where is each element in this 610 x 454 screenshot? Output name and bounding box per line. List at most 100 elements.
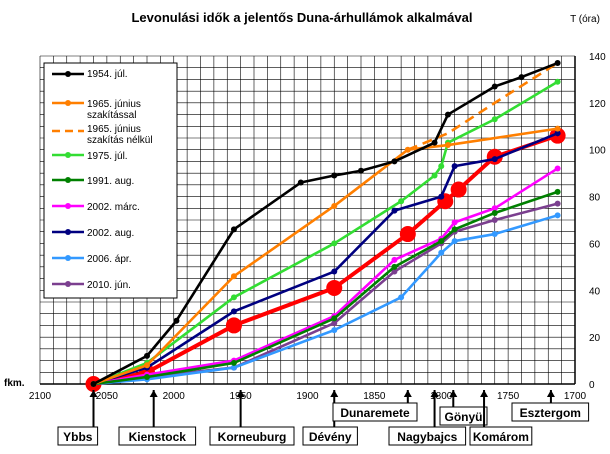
- x-tick-label: 1900: [296, 391, 319, 402]
- data-point: [297, 179, 304, 186]
- legend-entry-line: 1975. júl.: [87, 151, 128, 162]
- data-point: [491, 217, 498, 223]
- data-point: [451, 238, 458, 245]
- data-point: [554, 200, 561, 207]
- data-point: [518, 74, 525, 81]
- y-tick-label: 120: [589, 99, 606, 110]
- y-tick-label: 80: [589, 193, 601, 204]
- station-label-box: [332, 402, 418, 422]
- station-marker-arrow: [546, 390, 555, 397]
- station-marker-arrow: [430, 390, 439, 397]
- data-point: [90, 381, 97, 387]
- y-tick-label: 0: [589, 380, 595, 391]
- data-point: [451, 163, 458, 170]
- x-axis-ticks: 210020502000195019001850180017501700: [29, 391, 587, 402]
- station-label: Dévény: [309, 430, 352, 444]
- series-line: [93, 80, 559, 386]
- legend-entry: 1965. június szakítással: [87, 99, 141, 121]
- y-axis-ticks: 0 20 40 60 80 100 120 140: [589, 52, 606, 391]
- y-tick-label: 40: [589, 286, 601, 297]
- data-point: [391, 207, 398, 214]
- station-label: Nagybajcs: [397, 430, 457, 444]
- data-point: [554, 130, 561, 137]
- legend-entry-line: 1954. júl.: [87, 69, 128, 80]
- legend-swatch-marker: [65, 281, 71, 287]
- station-marker-arrow: [236, 390, 245, 397]
- y-tick-label: 20: [589, 333, 601, 344]
- legend-entry-line: 2010. jún.: [87, 280, 131, 291]
- legend-entry-line: szakítással: [87, 110, 136, 121]
- data-point: [491, 231, 498, 238]
- data-point: [450, 181, 467, 198]
- station-label: Korneuburg: [218, 430, 287, 444]
- data-point: [391, 158, 398, 165]
- station-label: Kienstock: [129, 430, 187, 444]
- station-label-box: [302, 426, 358, 446]
- station-marker-arrow: [89, 390, 98, 397]
- data-point: [438, 249, 445, 256]
- data-point: [491, 83, 498, 90]
- x-axis-label: fkm.: [4, 378, 25, 389]
- y-tick-label: 100: [589, 146, 606, 157]
- data-point: [144, 362, 150, 369]
- data-point: [331, 320, 338, 327]
- legend-entry-line: 1965. június: [87, 124, 141, 135]
- data-point: [173, 317, 180, 324]
- station-label-box: [388, 426, 467, 446]
- data-point: [331, 202, 338, 209]
- legend-swatch-marker: [65, 255, 71, 261]
- data-point: [144, 352, 150, 359]
- data-point: [399, 226, 416, 243]
- data-point: [331, 172, 338, 179]
- data-point: [554, 212, 561, 219]
- station-label-box: [57, 426, 99, 446]
- station-marker-arrow: [449, 390, 458, 397]
- data-point: [230, 359, 237, 366]
- station-label-box: [511, 402, 590, 422]
- data-point: [398, 294, 405, 301]
- legend-swatch-marker: [65, 100, 71, 106]
- data-point: [230, 226, 237, 233]
- legend-swatch-marker: [65, 177, 71, 183]
- x-tick-label: 2050: [96, 391, 119, 402]
- data-point: [438, 163, 445, 170]
- data-point: [391, 263, 398, 270]
- y-tick-label: 60: [589, 239, 601, 250]
- station-label: Esztergom: [520, 406, 581, 420]
- station-label: Komárom: [473, 430, 529, 444]
- legend-entry: 1991. aug.: [87, 176, 134, 187]
- data-point: [230, 294, 237, 301]
- x-tick-label: 1700: [564, 391, 587, 402]
- legend-swatch-marker: [65, 152, 71, 158]
- data-point: [398, 198, 405, 205]
- data-point: [444, 111, 451, 118]
- station-marker-arrow: [149, 390, 158, 397]
- data-point: [391, 256, 398, 263]
- data-point: [404, 146, 411, 153]
- station-marker-arrow: [330, 390, 339, 397]
- data-point: [391, 268, 398, 275]
- station-label: Gönyü: [445, 410, 483, 424]
- data-point: [331, 315, 338, 322]
- data-point: [554, 60, 561, 67]
- x-tick-label: 1800: [430, 391, 453, 402]
- legend-entry-line: 2006. ápr.: [87, 254, 131, 265]
- legend-entry: 2002. aug.: [87, 228, 134, 239]
- data-point: [225, 317, 242, 334]
- data-point: [331, 268, 338, 275]
- data-point: [491, 156, 498, 163]
- data-point: [554, 125, 561, 132]
- data-point: [491, 205, 498, 212]
- station-marker-arrow: [403, 390, 412, 397]
- data-point: [554, 165, 561, 172]
- data-point: [554, 188, 561, 195]
- x-tick-label: 1750: [497, 391, 520, 402]
- data-point: [554, 78, 561, 85]
- data-point: [451, 226, 458, 233]
- data-point: [431, 172, 438, 179]
- legend-swatch-marker: [65, 71, 71, 77]
- series-lines: [85, 60, 566, 392]
- chart-title: Levonulási idők a jelentős Duna-árhullám…: [131, 10, 472, 25]
